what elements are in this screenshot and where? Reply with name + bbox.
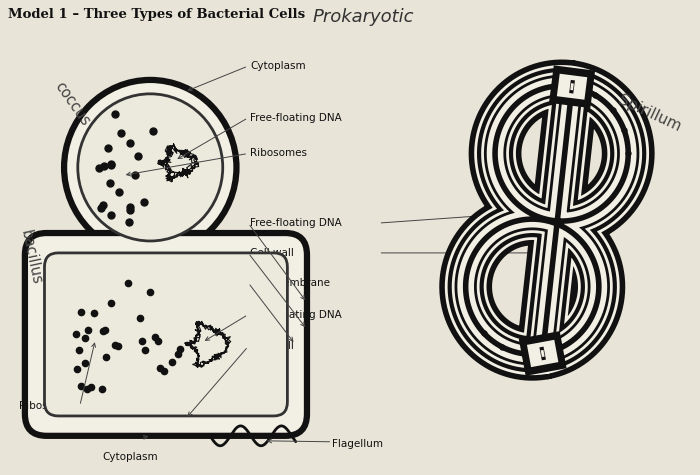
FancyBboxPatch shape xyxy=(25,233,307,436)
Text: Free-floating DNA: Free-floating DNA xyxy=(250,218,342,228)
Text: Cell wall: Cell wall xyxy=(250,342,294,352)
Text: Model 1 – Three Types of Bacterial Cells: Model 1 – Three Types of Bacterial Cells xyxy=(8,9,305,21)
Text: Cell membrane: Cell membrane xyxy=(250,278,330,288)
Text: Free-floating DNA: Free-floating DNA xyxy=(250,113,342,123)
Text: Ribosomes: Ribosomes xyxy=(250,149,307,159)
Text: Cell wall: Cell wall xyxy=(250,248,294,258)
Text: coccus: coccus xyxy=(51,79,92,129)
Text: Spirillum: Spirillum xyxy=(617,93,684,135)
Circle shape xyxy=(78,94,223,241)
Text: Cytoplasm: Cytoplasm xyxy=(250,61,306,71)
Text: Flagellum: Flagellum xyxy=(332,439,384,449)
Circle shape xyxy=(64,80,237,255)
Text: Ribosomes: Ribosomes xyxy=(19,401,76,411)
FancyBboxPatch shape xyxy=(45,253,288,416)
Text: Cytoplasm: Cytoplasm xyxy=(103,452,158,462)
Text: bacillus: bacillus xyxy=(18,228,44,285)
Text: Prokaryotic: Prokaryotic xyxy=(313,9,414,26)
Text: Free-floating DNA: Free-floating DNA xyxy=(250,310,342,320)
